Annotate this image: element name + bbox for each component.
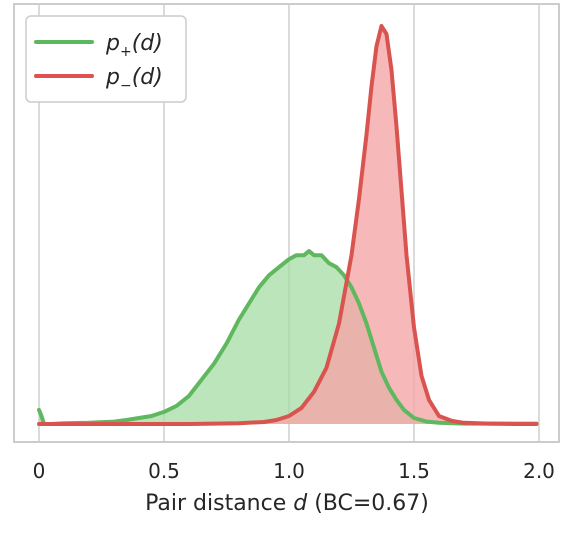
legend-box <box>25 15 187 103</box>
x-tick-label: 0.5 <box>148 459 180 483</box>
legend-base-p-plus: p <box>105 31 120 56</box>
x-tick-label: 2.0 <box>523 459 555 483</box>
x-tick-label: 1.5 <box>398 459 430 483</box>
x-axis-label-prefix: Pair distance <box>145 491 293 516</box>
x-axis-label: Pair distance d (BC=0.67) <box>145 491 429 516</box>
x-axis-label-suffix: (BC=0.67) <box>307 491 429 516</box>
area-p-plus <box>39 251 537 424</box>
legend-entry-p-minus: p−(d) <box>105 65 163 94</box>
x-tick-label: 0 <box>33 459 46 483</box>
series-lines <box>37 24 539 426</box>
legend-entry-p-plus: p+(d) <box>105 31 163 60</box>
legend-base-p-minus: p <box>105 65 120 90</box>
legend: p+(d) p−(d) <box>25 15 187 103</box>
line-p-minus <box>37 24 539 426</box>
legend-sub-p-plus: + <box>120 44 132 60</box>
line-p-plus <box>37 249 539 426</box>
x-axis-label-var: d <box>293 491 308 516</box>
x-tick-labels: 0 0.5 1.0 1.5 2.0 <box>33 459 555 483</box>
legend-arg-p-plus: (d) <box>132 31 163 56</box>
legend-sub-p-minus: − <box>120 78 132 94</box>
legend-arg-p-minus: (d) <box>132 65 163 90</box>
x-tick-label: 1.0 <box>273 459 305 483</box>
